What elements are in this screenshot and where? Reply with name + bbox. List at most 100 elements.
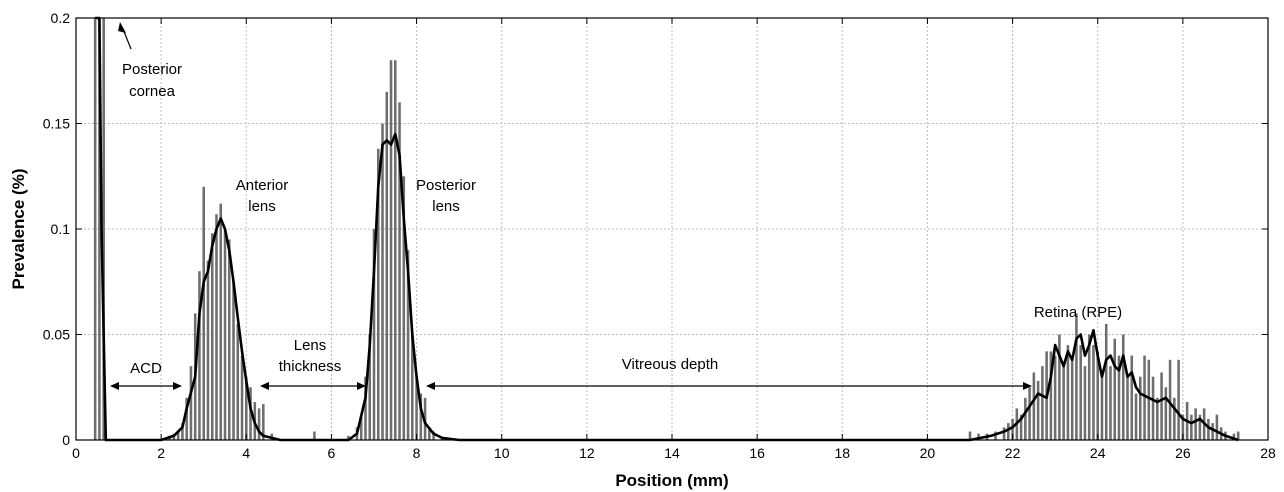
histogram-bar (1181, 414, 1185, 440)
histogram-bar (368, 334, 372, 440)
histogram-bar (1019, 414, 1023, 440)
histogram-bar (1079, 345, 1082, 440)
histogram-bar (1092, 345, 1095, 440)
x-tick-label: 12 (579, 445, 595, 461)
histogram-bar (1066, 345, 1070, 440)
lens-thickness-arrowhead-left (260, 382, 269, 390)
histogram-bar (359, 414, 363, 440)
grid-lines (76, 18, 1268, 440)
acd-arrowhead-left (110, 382, 119, 390)
histogram-bar (1160, 372, 1163, 440)
histogram-bar (1190, 414, 1193, 440)
x-tick-label: 8 (413, 445, 421, 461)
histogram-bar (102, 18, 105, 440)
x-tick-label: 2 (157, 445, 165, 461)
posterior-lens-label-1: Posterior (416, 177, 476, 194)
histogram-bar (406, 250, 410, 440)
histogram-bar (1151, 376, 1155, 440)
histogram-bar (249, 387, 252, 440)
histogram-bar (347, 435, 350, 440)
histogram-bar (1104, 323, 1108, 440)
histogram-bar (1168, 359, 1172, 440)
anterior-lens-label-2: lens (248, 198, 276, 215)
histogram-bar (1215, 414, 1219, 440)
histogram-bar (1156, 397, 1159, 440)
x-tick-label: 16 (749, 445, 765, 461)
histogram-bar (1011, 418, 1014, 440)
histogram-bar (176, 431, 180, 440)
histogram-bar (1121, 334, 1125, 440)
histogram-bar (1053, 355, 1057, 440)
histogram-bar (206, 260, 210, 440)
histogram-bar (1007, 423, 1010, 440)
histogram-bar (1126, 376, 1129, 440)
histogram-bar (181, 423, 184, 440)
histogram-bar (1062, 366, 1065, 440)
histogram-bar (1049, 351, 1053, 440)
histogram-bar (202, 186, 205, 440)
annotations: Posterior cornea Anterior lens Posterior… (110, 22, 1122, 390)
vitreous-depth-arrowhead-right (1023, 382, 1032, 390)
histogram-bar (240, 355, 244, 440)
histogram-bar (1207, 418, 1210, 440)
x-tick-label: 26 (1175, 445, 1191, 461)
histogram-bar (219, 203, 223, 440)
acd-label: ACD (130, 360, 162, 377)
histogram-bar (1173, 397, 1176, 440)
histogram-bar (227, 239, 231, 440)
histogram-bar (236, 323, 240, 440)
histogram-bar (432, 431, 435, 440)
histogram-bar (1083, 366, 1087, 440)
histogram-bar (262, 404, 265, 440)
histogram-bar (1236, 431, 1240, 440)
x-tick-label: 0 (72, 445, 80, 461)
histogram-bar (98, 18, 101, 440)
y-tick-label: 0.15 (43, 116, 70, 132)
vitreous-depth-arrowhead-left (426, 382, 435, 390)
histogram-bar (1134, 393, 1138, 440)
x-tick-label: 10 (494, 445, 510, 461)
y-tick-label: 0.05 (43, 327, 70, 343)
histogram-bar (1002, 427, 1006, 440)
histogram-bar (402, 176, 406, 440)
histogram-bar (1198, 414, 1202, 440)
y-tick-label: 0.1 (51, 221, 71, 237)
histogram-bar (1113, 338, 1117, 440)
anterior-lens-label-1: Anterior (236, 177, 289, 194)
y-axis-title: Prevalence (%) (9, 169, 28, 290)
histogram-bar (1147, 359, 1151, 440)
lens-thickness-label-2: thickness (279, 358, 342, 375)
histogram-bar (93, 18, 97, 440)
histogram-bar (398, 102, 401, 441)
histogram-bar (1177, 359, 1180, 440)
histogram-bar (1211, 423, 1214, 440)
y-tick-label: 0 (62, 432, 70, 448)
histogram-bar (428, 427, 431, 440)
histogram-bar (1194, 408, 1197, 440)
histogram-bar (1036, 380, 1040, 440)
histogram-bar (364, 376, 367, 440)
histogram-bar (376, 148, 380, 440)
posterior-lens-label-2: lens (432, 198, 460, 215)
histogram-bar (977, 433, 980, 440)
retina-label: Retina (RPE) (1034, 304, 1122, 321)
histogram-bar (1117, 355, 1121, 440)
histogram-bar (1143, 355, 1146, 440)
acd-arrowhead-right (173, 382, 182, 390)
histogram-bar (1100, 376, 1104, 440)
histogram-bar (389, 60, 393, 440)
lens-thickness-arrowhead-right (357, 382, 366, 390)
x-tick-label: 22 (1005, 445, 1021, 461)
histogram-bar (994, 431, 997, 440)
histogram-bar (1087, 334, 1091, 440)
histogram-bar (411, 334, 414, 440)
histogram-bar (257, 408, 261, 440)
histogram-bar (1028, 387, 1031, 440)
histogram-bar (372, 229, 376, 440)
histogram-bar (415, 376, 418, 440)
histogram-bar (1058, 334, 1061, 440)
histogram-bar (385, 91, 389, 440)
histogram-bar (1109, 366, 1112, 440)
